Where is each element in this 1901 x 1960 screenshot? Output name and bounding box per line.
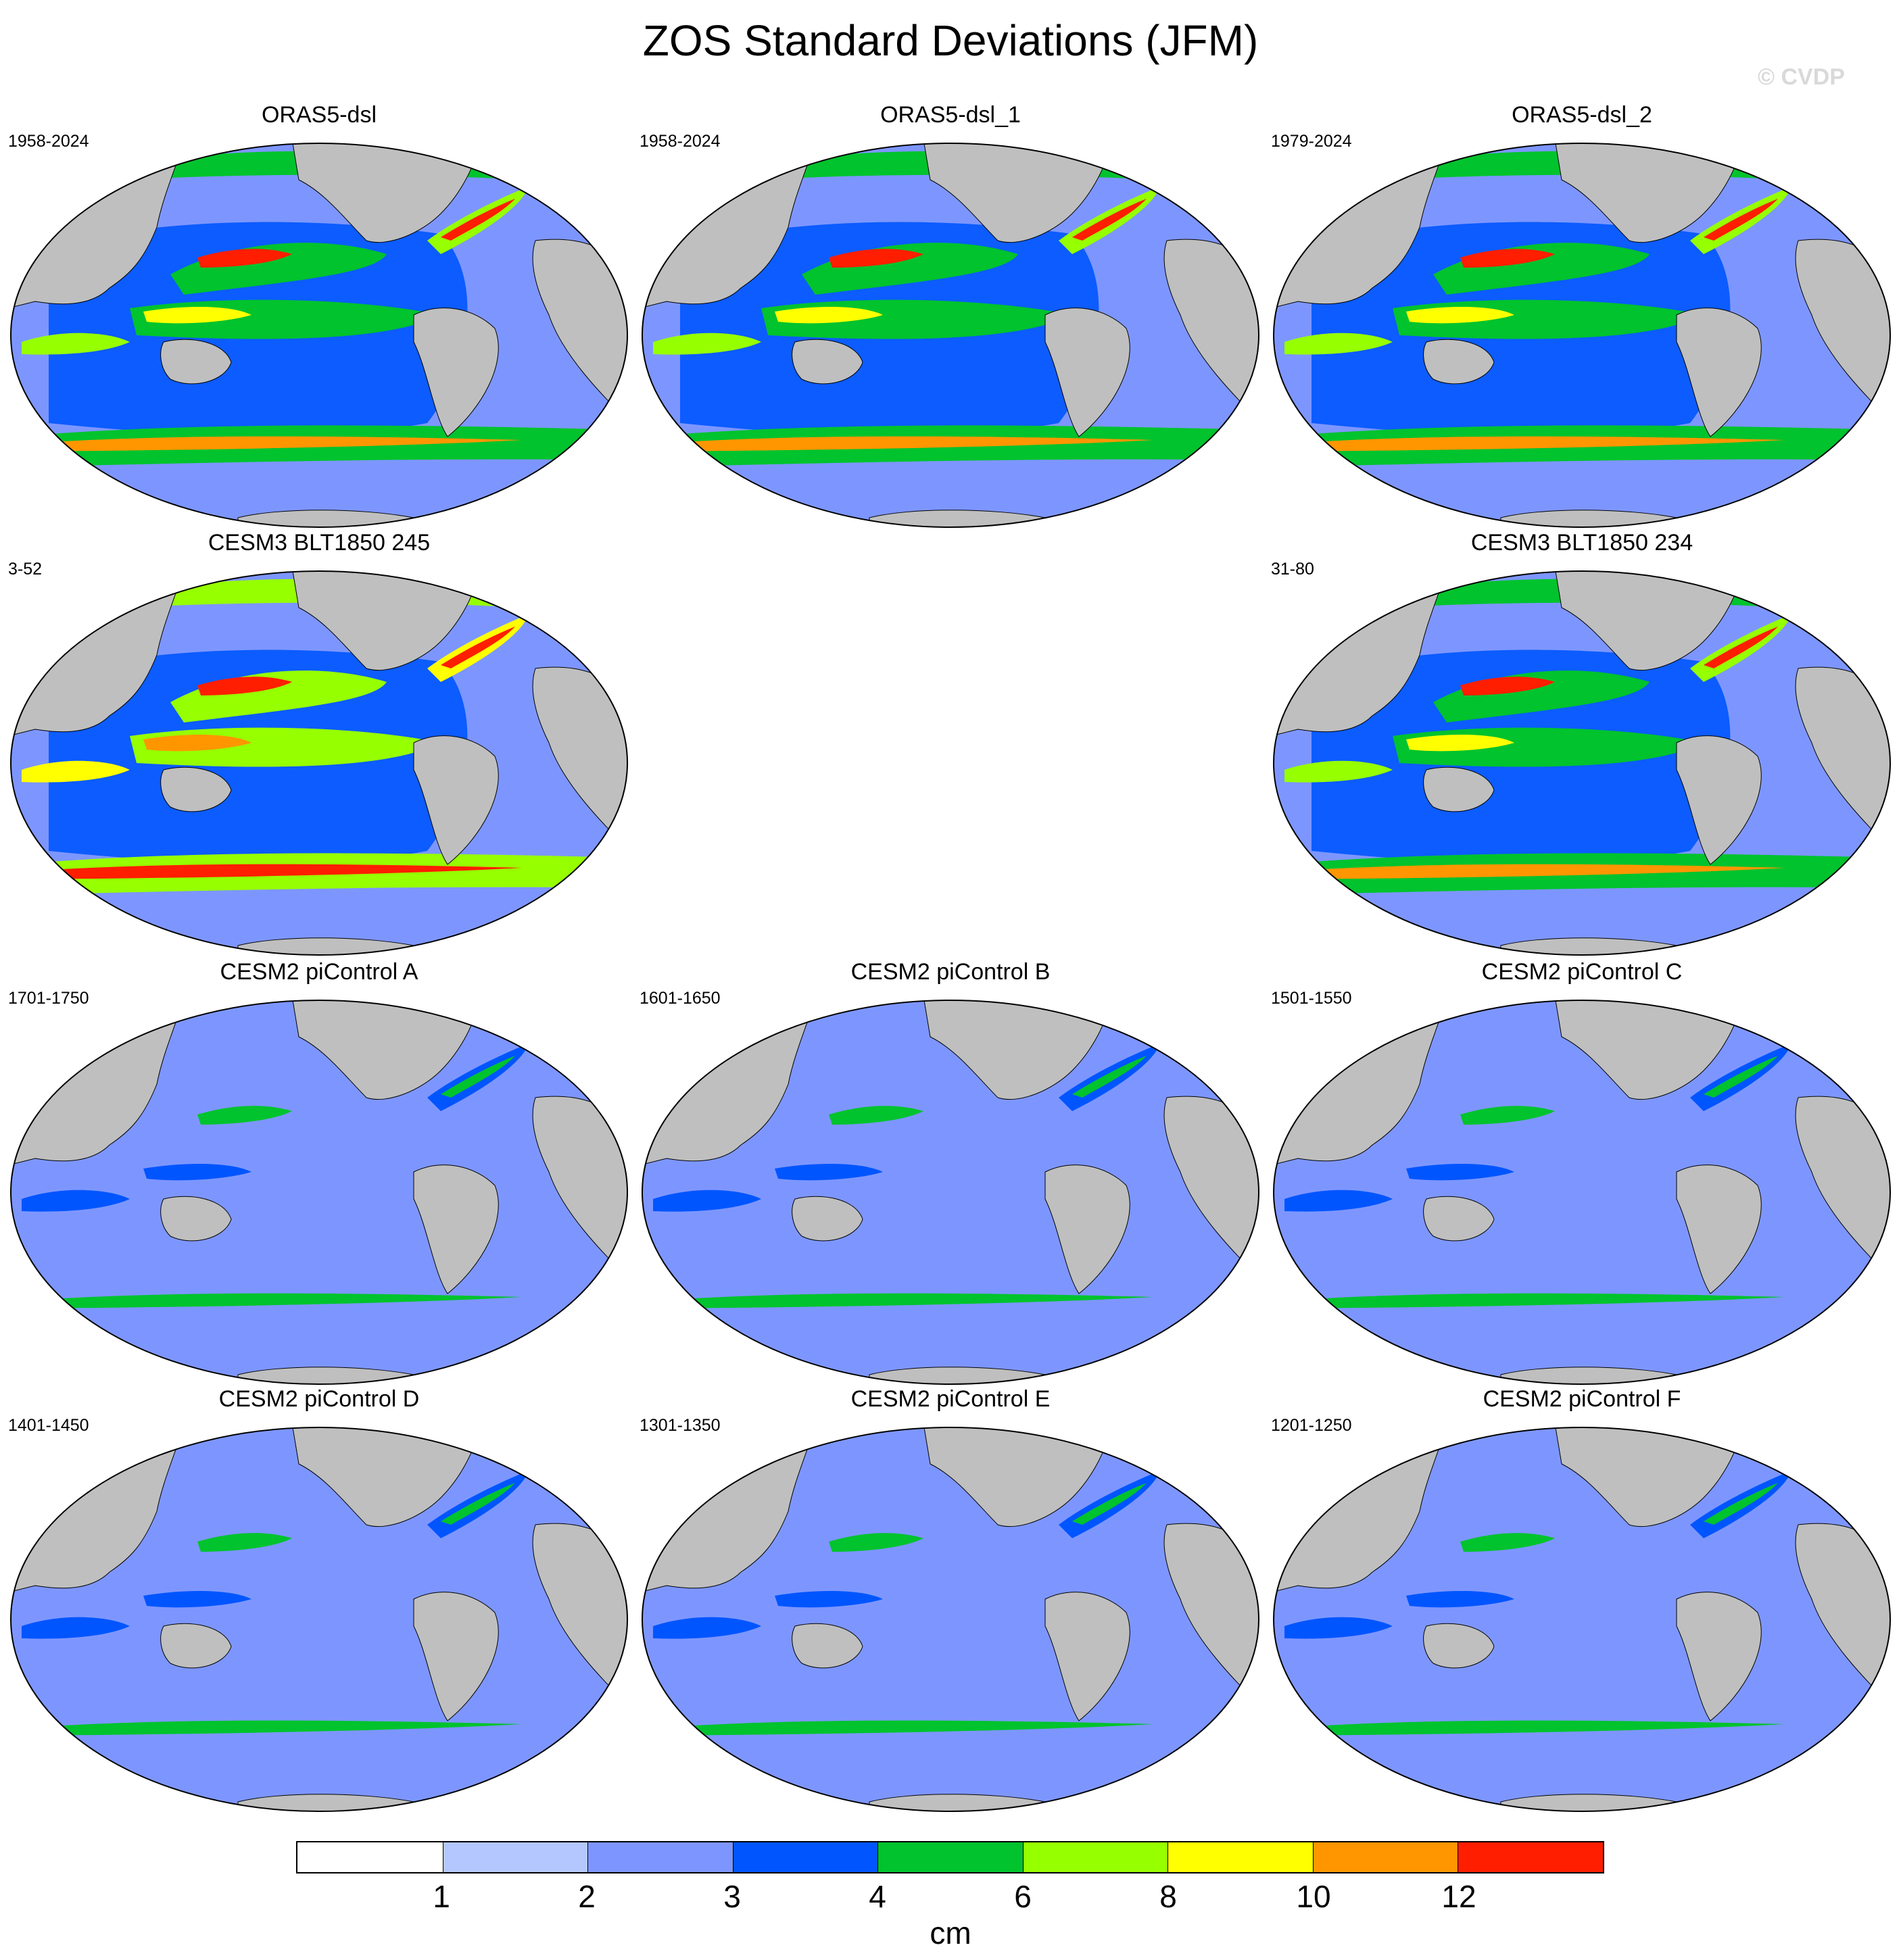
world-map [1273,1427,1891,1812]
panel-title: ORAS5-dsl [261,102,377,128]
colorbar-segment [297,1842,443,1872]
map-panel: ORAS5-dsl_1 1958-2024 [640,101,1261,534]
watermark: © CVDP [1758,64,1845,90]
map-panel: ORAS5-dsl 1958-2024 [8,101,630,534]
world-map [1273,143,1891,528]
colorbar-segment [442,1842,588,1872]
colorbar-segment [1022,1842,1168,1872]
panel-title: CESM2 piControl A [220,959,418,985]
panel-period: 1501-1550 [1271,989,1352,1008]
panel-title: CESM2 piControl B [850,959,1051,985]
colorbar-segment [1458,1842,1603,1872]
world-map [642,1427,1259,1812]
panel-period: 1401-1450 [8,1416,89,1435]
map-panel: CESM2 piControl A 1701-1750 [8,958,630,1391]
map-panel: ORAS5-dsl_2 1979-2024 [1271,101,1893,534]
world-map [642,1000,1259,1385]
map-panel: CESM3 BLT1850 245 3-52 [8,529,630,962]
colorbar-segment [587,1842,733,1872]
panel-title: CESM3 BLT1850 245 [208,530,431,556]
colorbar [296,1841,1604,1873]
colorbar-tick-label: 10 [1296,1879,1331,1914]
panel-title: ORAS5-dsl_2 [1512,102,1652,128]
colorbar-units: cm [930,1915,971,1951]
figure-title: ZOS Standard Deviations (JFM) [642,16,1259,65]
colorbar-segment [1312,1842,1458,1872]
colorbar-tick-label: 2 [578,1879,596,1914]
panel-title: CESM2 piControl D [218,1386,420,1412]
world-map [1273,570,1891,956]
map-panel: CESM2 piControl C 1501-1550 [1271,958,1893,1391]
panel-period: 1301-1350 [640,1416,721,1435]
colorbar-tick-label: 6 [1014,1879,1032,1914]
panel-title: CESM3 BLT1850 234 [1470,530,1693,556]
colorbar-segment [877,1842,1023,1872]
world-map [10,570,628,956]
world-map [10,143,628,528]
map-panel: CESM2 piControl F 1201-1250 [1271,1386,1893,1818]
panel-period: 1201-1250 [1271,1416,1352,1435]
panel-period: 1601-1650 [640,989,721,1008]
colorbar-segment [1168,1842,1313,1872]
map-panel: CESM2 piControl B 1601-1650 [640,958,1261,1391]
colorbar-tick-label: 4 [869,1879,886,1914]
world-map [642,143,1259,528]
colorbar-tick-label: 12 [1441,1879,1476,1914]
colorbar-tick-label: 8 [1159,1879,1177,1914]
map-panel: CESM2 piControl E 1301-1350 [640,1386,1261,1818]
panel-period: 3-52 [8,560,43,579]
panel-title: CESM2 piControl F [1483,1386,1681,1412]
panel-period: 1701-1750 [8,989,89,1008]
panel-period: 1958-2024 [640,132,721,151]
colorbar-tick-label: 3 [723,1879,741,1914]
colorbar-segment [732,1842,878,1872]
panel-period: 1979-2024 [1271,132,1352,151]
map-panel: CESM2 piControl D 1401-1450 [8,1386,630,1818]
panel-title: CESM2 piControl E [850,1386,1051,1412]
world-map [10,1000,628,1385]
panel-period: 31-80 [1271,560,1314,579]
world-map [10,1427,628,1812]
colorbar-tick-label: 1 [433,1879,450,1914]
panel-title: ORAS5-dsl_1 [880,102,1021,128]
panel-title: CESM2 piControl C [1481,959,1683,985]
panel-period: 1958-2024 [8,132,89,151]
map-panel: CESM3 BLT1850 234 31-80 [1271,529,1893,962]
world-map [1273,1000,1891,1385]
